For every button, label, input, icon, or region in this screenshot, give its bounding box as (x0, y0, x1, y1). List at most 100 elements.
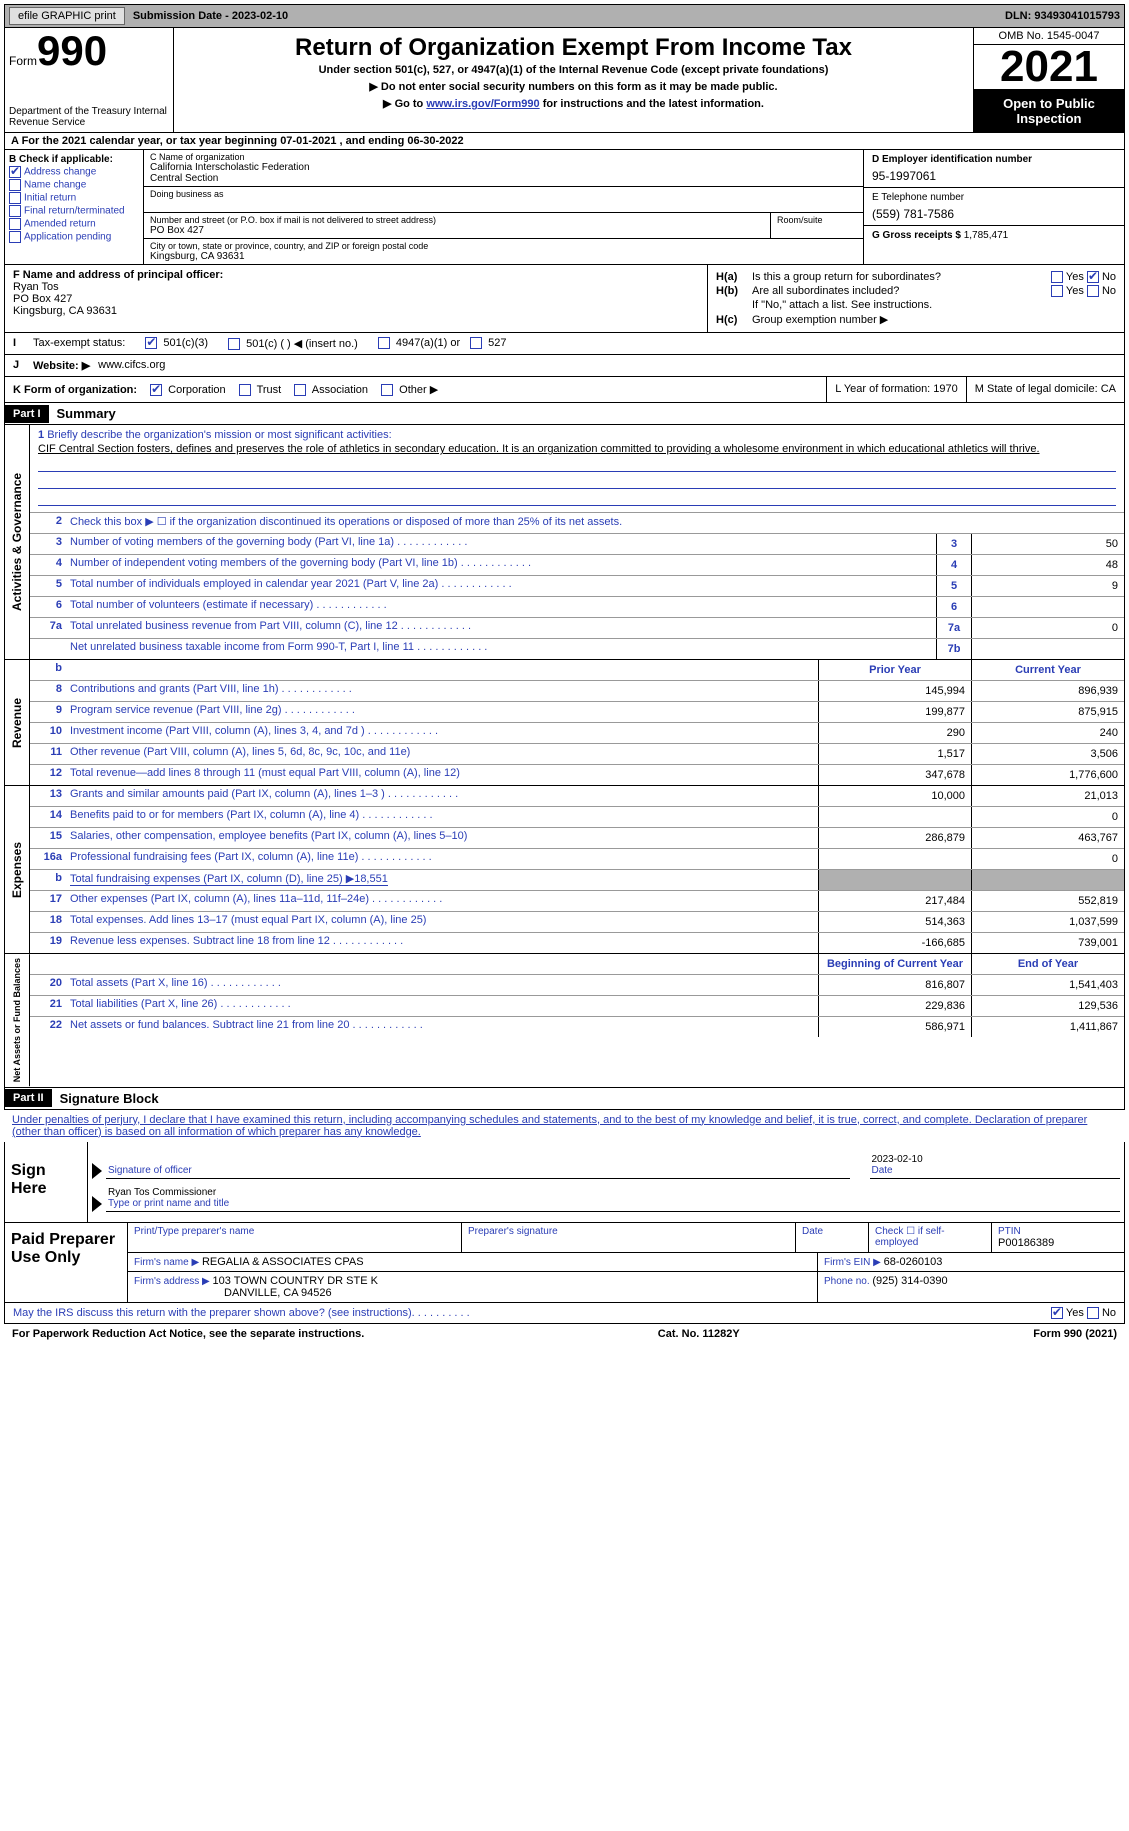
c21: 129,536 (971, 996, 1124, 1016)
val-7a: 0 (971, 618, 1124, 638)
curr-year-header: Current Year (971, 660, 1124, 680)
room-label: Room/suite (777, 215, 857, 225)
p8: 145,994 (818, 681, 971, 701)
street: PO Box 427 (150, 225, 764, 236)
ha-text: Is this a group return for subordinates? (752, 271, 1051, 283)
efile-print-button[interactable]: efile GRAPHIC print (9, 7, 125, 25)
dept-label: Department of the Treasury Internal Reve… (9, 106, 169, 128)
perjury-statement: Under penalties of perjury, I declare th… (4, 1110, 1125, 1142)
tax-status-label: Tax-exempt status: (33, 337, 125, 350)
c18: 1,037,599 (971, 912, 1124, 932)
c16a: 0 (971, 849, 1124, 869)
p10: 290 (818, 723, 971, 743)
cb-amended[interactable]: Amended return (9, 218, 139, 230)
hc-text: Group exemption number ▶ (752, 313, 1116, 326)
governance-section: Activities & Governance 1 Briefly descri… (4, 425, 1125, 660)
officer-signature[interactable]: Signature of officer (106, 1152, 850, 1179)
cb-address[interactable]: Address change (9, 166, 139, 178)
line-16a: Professional fundraising fees (Part IX, … (66, 849, 818, 869)
self-employed-check[interactable]: Check ☐ if self-employed (869, 1223, 992, 1252)
paid-preparer: Paid Preparer Use Only Print/Type prepar… (4, 1223, 1125, 1303)
efile-topbar: efile GRAPHIC print Submission Date - 20… (4, 4, 1125, 28)
cat-no: Cat. No. 11282Y (658, 1328, 740, 1340)
p20: 816,807 (818, 975, 971, 995)
ein: 95-1997061 (872, 169, 1116, 183)
val-3: 50 (971, 534, 1124, 554)
form-subtitle: Under section 501(c), 527, or 4947(a)(1)… (178, 64, 969, 76)
preparer-date: Date (796, 1223, 869, 1252)
p9: 199,877 (818, 702, 971, 722)
exp-side-label: Expenses (5, 786, 30, 953)
sig-date: 2023-02-10Date (870, 1152, 1121, 1179)
line-16b: Total fundraising expenses (Part IX, col… (66, 870, 818, 890)
c9: 875,915 (971, 702, 1124, 722)
street-label: Number and street (or P.O. box if mail i… (150, 215, 764, 225)
p14 (818, 807, 971, 827)
p22: 586,971 (818, 1017, 971, 1037)
row-i: I Tax-exempt status: 501(c)(3) 501(c) ( … (4, 333, 1125, 355)
c12: 1,776,600 (971, 765, 1124, 785)
p17: 217,484 (818, 891, 971, 911)
p18: 514,363 (818, 912, 971, 932)
city: Kingsburg, CA 93631 (150, 251, 857, 262)
tax-year: 2021 (974, 45, 1124, 90)
c19: 739,001 (971, 933, 1124, 953)
cb-final[interactable]: Final return/terminated (9, 205, 139, 217)
end-year-header: End of Year (971, 954, 1124, 974)
row-j: J Website: ▶ www.cifcs.org (4, 355, 1125, 377)
state-domicile: M State of legal domicile: CA (967, 377, 1124, 402)
line-13: Grants and similar amounts paid (Part IX… (66, 786, 818, 806)
firm-phone: Phone no. (925) 314-0390 (818, 1272, 1124, 1302)
line-5: Total number of individuals employed in … (66, 576, 936, 596)
c13: 21,013 (971, 786, 1124, 806)
p15: 286,879 (818, 828, 971, 848)
dln: DLN: 93493041015793 (1005, 10, 1120, 22)
val-6 (971, 597, 1124, 617)
goto-note: Go to www.irs.gov/Form990 for instructio… (178, 97, 969, 110)
col-h: H(a) Is this a group return for subordin… (708, 265, 1124, 332)
p19: -166,685 (818, 933, 971, 953)
org-name-1: California Interscholastic Federation (150, 162, 857, 173)
c10: 240 (971, 723, 1124, 743)
net-side-label: Net Assets or Fund Balances (5, 954, 30, 1086)
phone: (559) 781-7586 (872, 207, 1116, 221)
line-14: Benefits paid to or for members (Part IX… (66, 807, 818, 827)
line-17: Other expenses (Part IX, column (A), lin… (66, 891, 818, 911)
org-name-label: C Name of organization (150, 152, 857, 162)
section-fh: F Name and address of principal officer:… (4, 265, 1125, 333)
c11: 3,506 (971, 744, 1124, 764)
c14: 0 (971, 807, 1124, 827)
c20: 1,541,403 (971, 975, 1124, 995)
irs-link[interactable]: www.irs.gov/Form990 (426, 98, 539, 110)
part1-header: Part I Summary (4, 403, 1125, 425)
mission-q: Briefly describe the organization's miss… (47, 429, 391, 441)
line-22: Net assets or fund balances. Subtract li… (66, 1017, 818, 1037)
col-b: B Check if applicable: Address change Na… (5, 150, 144, 264)
val-5: 9 (971, 576, 1124, 596)
officer-street: PO Box 427 (13, 293, 699, 305)
c17: 552,819 (971, 891, 1124, 911)
col-f: F Name and address of principal officer:… (5, 265, 708, 332)
ein-label: D Employer identification number (872, 154, 1116, 165)
sign-here: Sign Here Signature of officer 2023-02-1… (4, 1142, 1125, 1223)
cb-initial[interactable]: Initial return (9, 192, 139, 204)
sig-arrow-icon (92, 1163, 102, 1179)
revenue-section: Revenue bPrior YearCurrent Year 8Contrib… (4, 660, 1125, 786)
p11: 1,517 (818, 744, 971, 764)
form-header: Form990 Department of the Treasury Inter… (4, 28, 1125, 133)
website-label: Website: ▶ (33, 359, 90, 372)
c15: 463,767 (971, 828, 1124, 848)
val-4: 48 (971, 555, 1124, 575)
p12: 347,678 (818, 765, 971, 785)
cb-name[interactable]: Name change (9, 179, 139, 191)
cb-app[interactable]: Application pending (9, 231, 139, 243)
gross: 1,785,471 (964, 230, 1009, 241)
ssn-note: Do not enter social security numbers on … (178, 80, 969, 93)
submission-date: Submission Date - 2023-02-10 (133, 10, 288, 22)
expenses-section: Expenses 13Grants and similar amounts pa… (4, 786, 1125, 954)
line-6: Total number of volunteers (estimate if … (66, 597, 936, 617)
officer-label: F Name and address of principal officer: (13, 269, 699, 281)
officer-city: Kingsburg, CA 93631 (13, 305, 699, 317)
gross-label: G Gross receipts $ (872, 230, 961, 241)
netassets-section: Net Assets or Fund Balances Beginning of… (4, 954, 1125, 1087)
